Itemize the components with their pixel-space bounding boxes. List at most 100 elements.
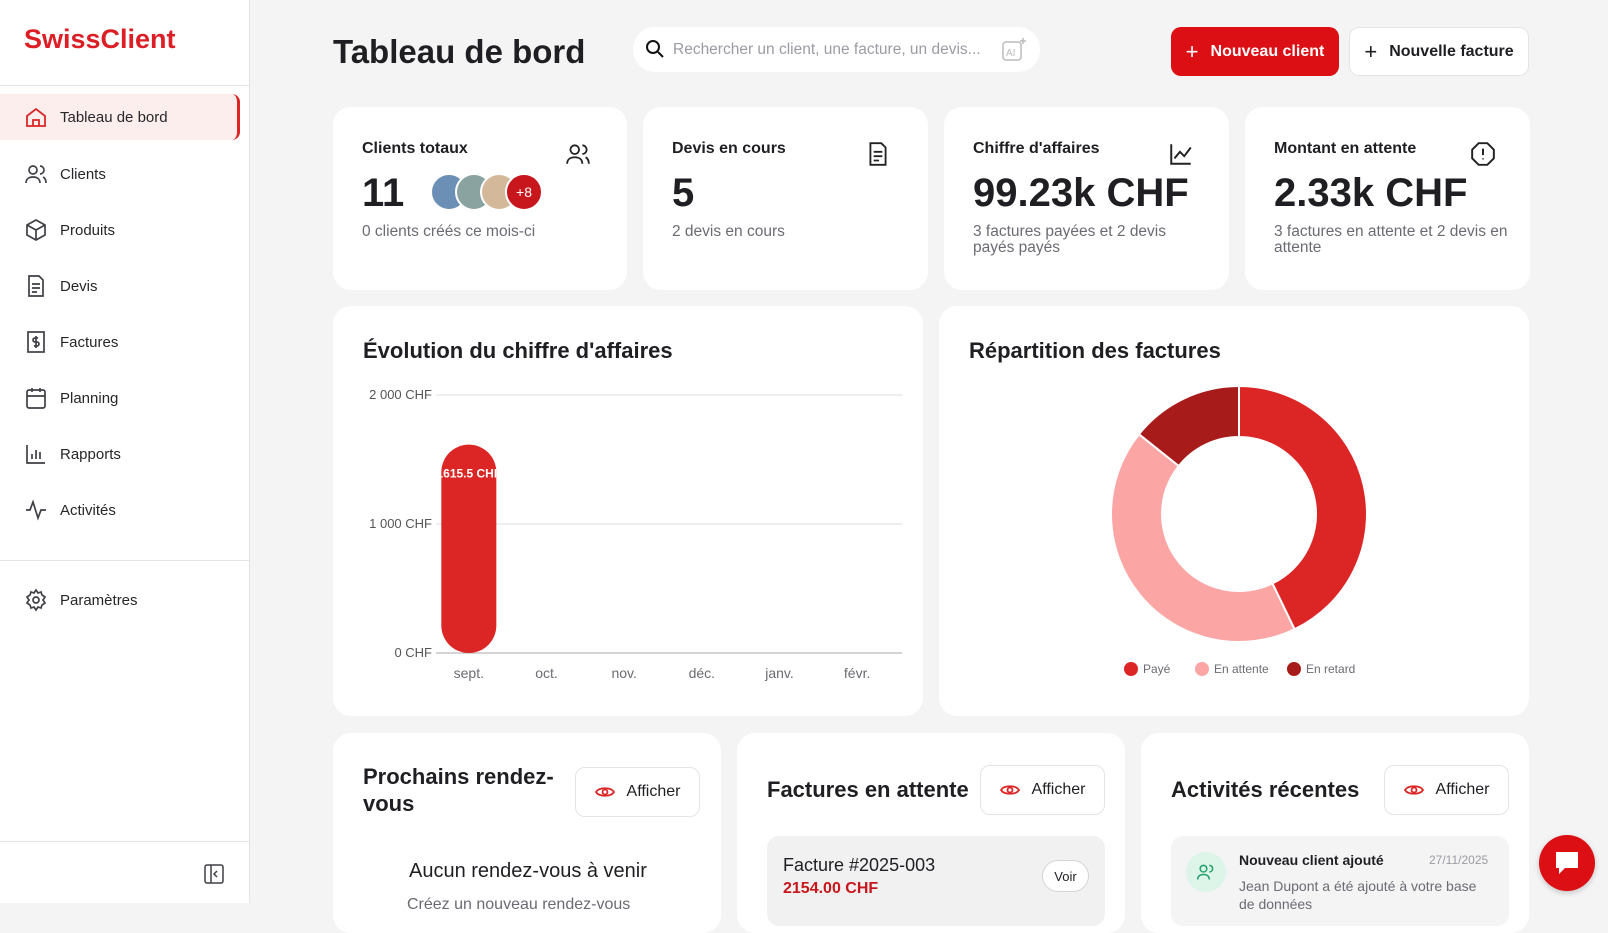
- panel-title: Factures en attente: [767, 777, 969, 802]
- invoice-number: Facture #2025-003: [783, 855, 936, 875]
- button-label: Nouvelle facture: [1389, 42, 1514, 60]
- stat-note: 3 factures payées et 2 devis payés payés: [973, 223, 1167, 256]
- nav-label: Planning: [60, 389, 119, 407]
- stat-icon: [566, 144, 590, 164]
- stat-icon: [1471, 142, 1495, 166]
- stat-note: 2 devis en cours: [672, 223, 785, 240]
- x-tick-label: févr.: [844, 665, 870, 681]
- nav-label: Produits: [60, 221, 116, 239]
- y-tick-label: 0 CHF: [394, 645, 432, 660]
- chart-card: Répartition des factures Payé En attente E…: [939, 306, 1529, 716]
- divider: [0, 560, 250, 561]
- chart-title: Évolution du chiffre d'affaires: [363, 338, 673, 363]
- legend-swatch: [1287, 662, 1301, 676]
- slice: [1137, 384, 1240, 468]
- nav-item[interactable]: Tableau de bord: [0, 94, 240, 140]
- y-tick-label: 2 000 CHF: [369, 387, 432, 402]
- nav-label: Activités: [60, 501, 116, 519]
- stat-icon: [869, 142, 887, 166]
- stat-card: Chiffre d'affaires 99.23k CHF 3 factures…: [944, 107, 1229, 290]
- search-icon: [646, 40, 664, 58]
- x-tick-label: janv.: [764, 665, 794, 681]
- bar: [441, 444, 497, 653]
- stat-note: 3 factures en attente et 2 devis en atte…: [1274, 223, 1508, 256]
- show-button[interactable]: Afficher: [575, 767, 700, 817]
- legend-swatch: [1195, 662, 1209, 676]
- collapse-button[interactable]: [204, 864, 224, 884]
- activity-date: 27/11/2025: [1429, 853, 1489, 867]
- value-label: 1615.5 CHF: [436, 467, 501, 481]
- show-button[interactable]: Afficher: [1384, 765, 1509, 815]
- nav-label: Paramètres: [60, 591, 138, 609]
- invoice-amount: 2154.00 CHF: [783, 880, 879, 897]
- x-tick-label: sept.: [454, 665, 484, 681]
- slice: [1238, 384, 1368, 631]
- donut-chart: Payé En attente En retard: [1110, 384, 1368, 676]
- x-tick-label: oct.: [535, 665, 558, 681]
- activity-item: Nouveau client ajouté 27/11/2025 Jean Du…: [1171, 836, 1509, 926]
- panel-title: Prochains rendez-vous: [363, 764, 554, 816]
- activity-title: Nouveau client ajouté: [1239, 852, 1384, 868]
- svg-text:AI: AI: [1006, 48, 1015, 59]
- nav-item[interactable]: Rapports: [0, 431, 240, 477]
- nav-label: Factures: [60, 333, 119, 351]
- new-invoice-button[interactable]: + Nouvelle facture: [1349, 27, 1529, 76]
- panel: Factures en attente Afficher Facture #20…: [737, 733, 1125, 933]
- chat-icon: [1556, 852, 1578, 874]
- chat-button[interactable]: [1539, 835, 1595, 891]
- page-title: Tableau de bord: [333, 33, 586, 70]
- nav-label: Tableau de bord: [60, 108, 168, 126]
- stat-value: 99.23k CHF: [973, 171, 1189, 215]
- show-button[interactable]: Afficher: [980, 765, 1105, 815]
- stat-icon: [1170, 144, 1192, 165]
- nav-item[interactable]: Paramètres: [0, 577, 240, 623]
- invoice-item[interactable]: Facture #2025-003 2154.00 CHF Voir: [767, 836, 1105, 926]
- nav-label: Rapports: [60, 445, 121, 463]
- empty-state: Aucun rendez-vous à venir: [409, 860, 647, 882]
- activity-icon: [1186, 852, 1226, 892]
- stat-card: Montant en attente 2.33k CHF 3 factures …: [1245, 107, 1530, 290]
- stat-label: Montant en attente: [1274, 140, 1417, 157]
- chart-title: Répartition des factures: [969, 338, 1221, 363]
- ai-icon[interactable]: AI: [1001, 37, 1027, 63]
- nav-item[interactable]: Devis: [0, 263, 240, 309]
- view-button[interactable]: Voir: [1042, 860, 1089, 892]
- legend-label: Payé: [1143, 662, 1171, 676]
- y-tick-label: 1 000 CHF: [369, 516, 432, 531]
- empty-hint: Créez un nouveau rendez-vous: [407, 896, 631, 913]
- nav-item[interactable]: Clients: [0, 151, 240, 197]
- avatar-badge: +8: [505, 173, 543, 211]
- button-label: Afficher: [1031, 781, 1086, 798]
- stat-note: 0 clients créés ce mois-ci: [362, 223, 536, 240]
- stat-card: Devis en cours 5 2 devis en cours: [643, 107, 928, 290]
- slice: [1110, 432, 1296, 643]
- stat-value: 5: [672, 171, 695, 215]
- nav-item[interactable]: Activités: [0, 487, 240, 533]
- legend-swatch: [1124, 662, 1138, 676]
- search-box[interactable]: Rechercher un client, une facture, un de…: [633, 27, 1040, 72]
- sidebar: SwissClient Tableau de bord Clients Prod…: [0, 0, 250, 903]
- panel: Prochains rendez-vous Afficher Aucun ren…: [333, 733, 721, 933]
- stat-card: Clients totaux 11 +8 0 clients créés ce …: [333, 107, 627, 290]
- brand[interactable]: SwissClient: [24, 24, 176, 54]
- activity-text: Jean Dupont a été ajouté à votre base de…: [1239, 878, 1477, 912]
- legend-label: En attente: [1214, 662, 1269, 676]
- button-label: Afficher: [626, 783, 681, 800]
- button-label: Afficher: [1435, 781, 1490, 798]
- stat-value: 11: [362, 171, 405, 215]
- divider: [0, 841, 250, 842]
- legend-label: En retard: [1306, 662, 1355, 676]
- nav-item[interactable]: Planning: [0, 375, 240, 421]
- stat-label: Chiffre d'affaires: [973, 140, 1100, 157]
- nav-item[interactable]: Factures: [0, 319, 240, 365]
- nav-item[interactable]: Produits: [0, 207, 240, 253]
- x-tick-label: déc.: [689, 665, 715, 681]
- stat-label: Devis en cours: [672, 140, 786, 157]
- panel: Activités récentes Afficher Nouveau clie…: [1141, 733, 1529, 933]
- new-client-button[interactable]: + Nouveau client: [1171, 27, 1339, 76]
- stat-value: 2.33k CHF: [1274, 171, 1468, 215]
- bar-chart: 0 CHF 1 000 CHF 2 000 CHF sept. 1615.5 CHF oc…: [369, 387, 902, 681]
- nav-label: Devis: [60, 277, 98, 295]
- chart-card: Évolution du chiffre d'affaires 0 CHF 1 0…: [333, 306, 923, 716]
